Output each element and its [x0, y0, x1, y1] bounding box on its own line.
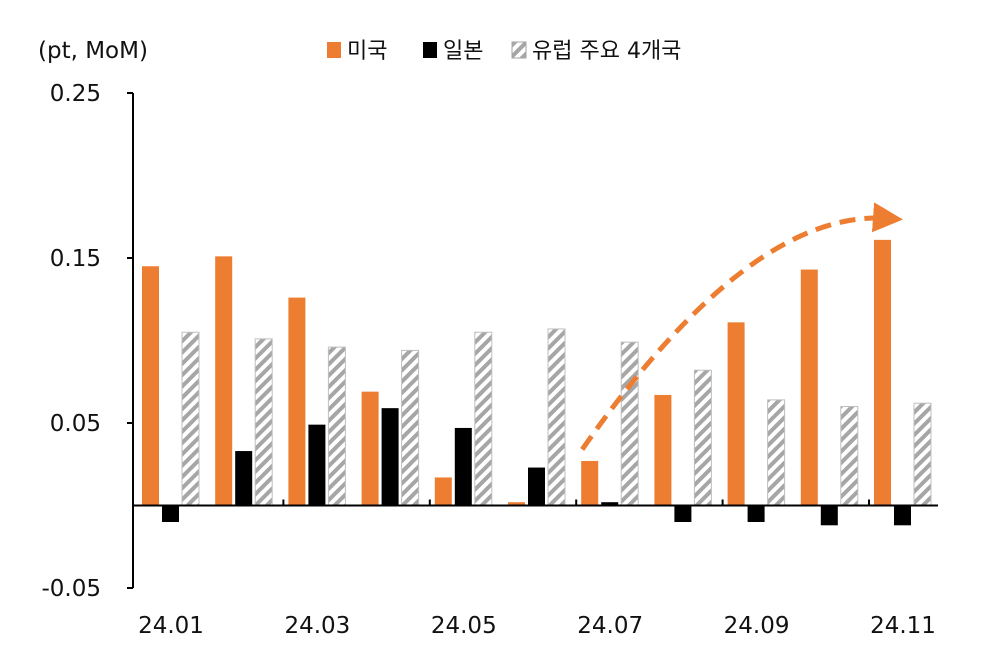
y-tick-label: -0.05	[41, 576, 101, 602]
bar-us	[581, 460, 599, 506]
y-tick-label: 0.05	[50, 411, 101, 437]
legend-label-us: 미국	[347, 39, 387, 64]
bar-japan	[454, 427, 472, 506]
bar-japan	[820, 505, 838, 526]
legend-swatch-japan	[423, 42, 437, 58]
bar-us	[508, 502, 525, 506]
bar-japan	[747, 505, 765, 522]
bar-europe	[254, 338, 273, 506]
bar-us	[215, 256, 233, 506]
x-tick-label: 24.03	[284, 613, 350, 639]
bar-europe	[840, 406, 859, 506]
x-tick-label: 24.01	[138, 613, 204, 639]
bar-europe	[401, 349, 420, 506]
bar-us	[727, 322, 745, 506]
legend-label-europe: 유럽 주요 4개국	[532, 39, 681, 64]
bar-japan	[308, 424, 326, 506]
bar-japan	[894, 505, 911, 526]
bar-europe	[767, 399, 786, 506]
bar-japan	[601, 502, 619, 506]
bar-europe	[693, 369, 712, 507]
y-axis-label: (pt, MoM)	[38, 38, 148, 64]
legend-swatch-us	[327, 42, 341, 58]
bar-europe	[474, 331, 493, 506]
bar-europe	[327, 346, 346, 506]
trend-arrow	[580, 202, 903, 451]
bar-europe	[913, 402, 932, 507]
bar-japan	[235, 451, 253, 506]
bar-europe	[547, 328, 566, 507]
legend-swatch-europe	[511, 41, 527, 59]
plot-area: 0.25 0.15 0.05 -0.05 24.01 24.03 24.05 24.07 24.…	[41, 81, 938, 639]
bar-japan	[674, 505, 692, 522]
bar-us	[288, 297, 306, 506]
bar-us	[361, 391, 379, 506]
bar-europe	[181, 331, 200, 506]
bar-europe	[620, 341, 639, 506]
bar-japan	[381, 408, 399, 506]
bar-japan	[162, 505, 179, 522]
legend-label-japan: 일본	[443, 39, 483, 64]
x-tick-label: 24.11	[870, 613, 936, 639]
legend: 미국 일본 유럽 주요 4개국	[327, 39, 681, 64]
bar-us	[800, 269, 818, 506]
y-tick-label: 0.15	[50, 246, 101, 272]
x-tick-label: 24.09	[724, 613, 790, 639]
x-tick-label: 24.05	[431, 613, 497, 639]
bar-japan	[528, 467, 545, 506]
bar-us	[142, 266, 159, 506]
x-tick-label: 24.07	[577, 613, 643, 639]
y-tick-label: 0.25	[50, 81, 101, 107]
bar-us	[434, 477, 452, 506]
bar-us	[874, 239, 891, 506]
bar-us	[654, 394, 672, 506]
